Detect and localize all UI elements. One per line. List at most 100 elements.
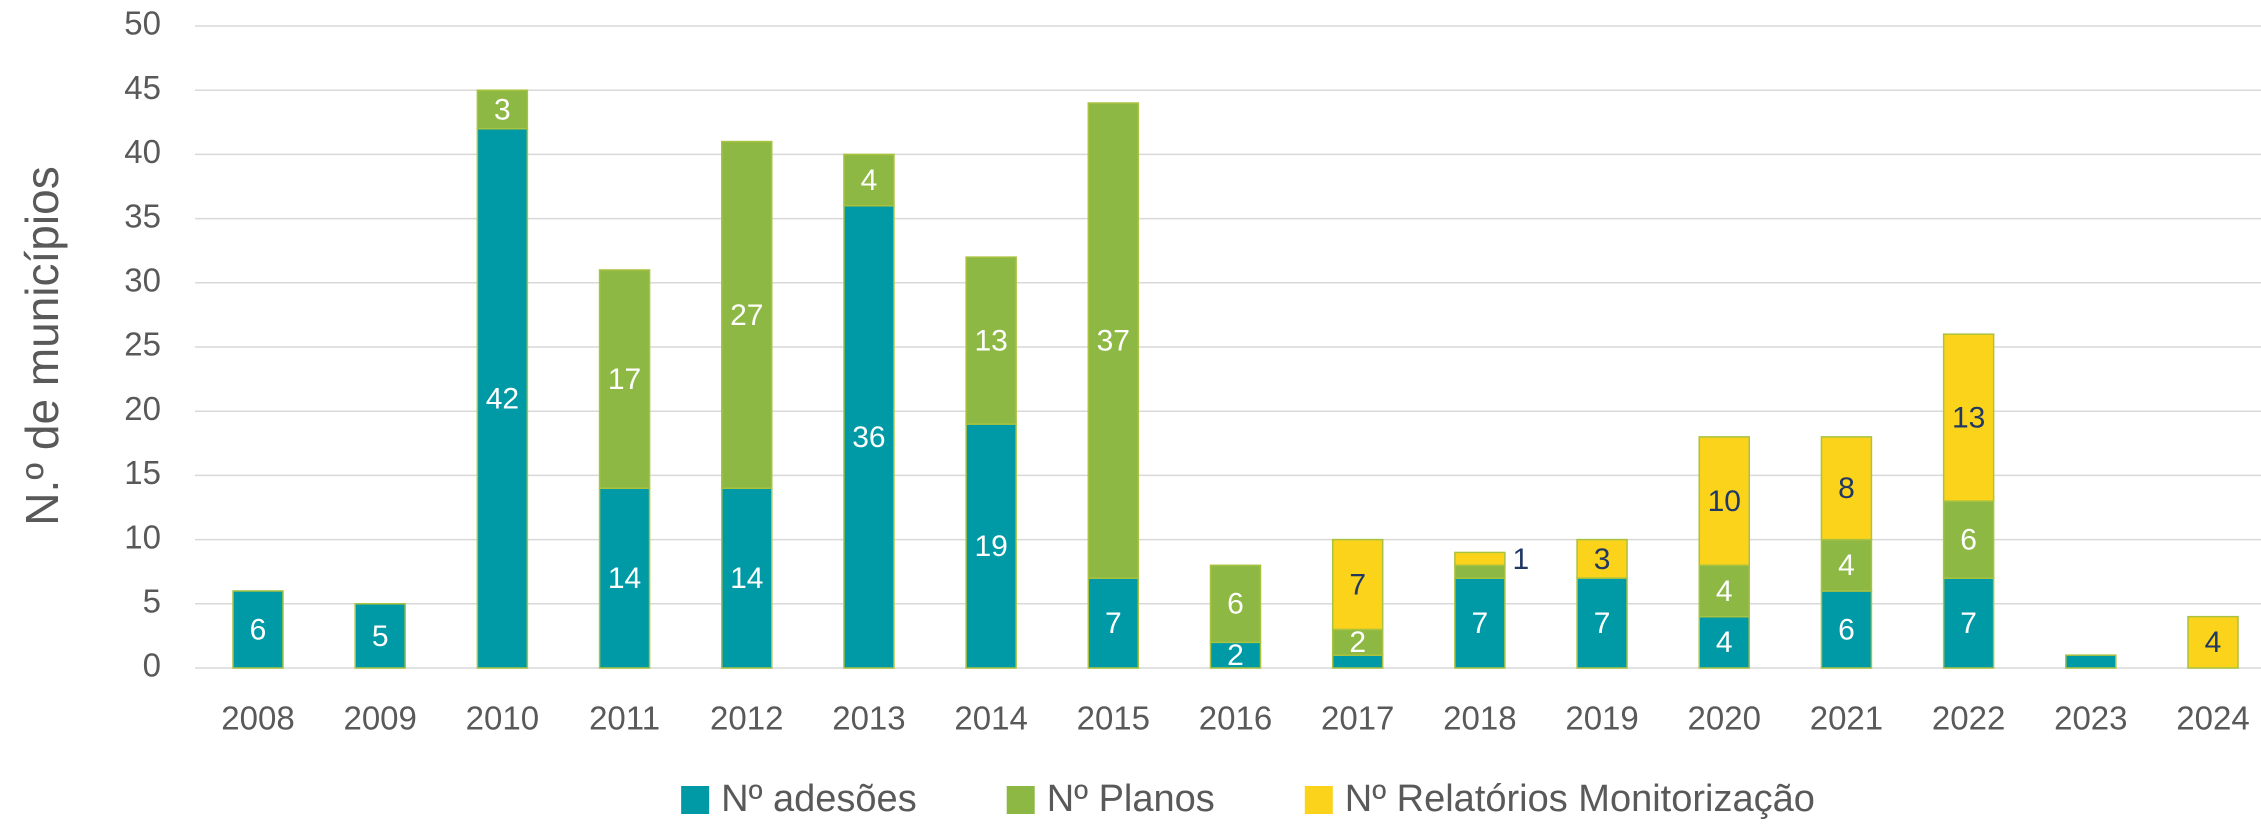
bar-segment: [965, 423, 1017, 669]
data-label: 2: [1227, 639, 1244, 672]
data-label: 4: [2205, 626, 2222, 659]
bar-segment: [965, 256, 1017, 425]
y-tick-label: 30: [124, 262, 161, 299]
y-tick-label: 35: [124, 197, 161, 234]
bar-segment: [1942, 500, 1995, 579]
bar-segment: [1209, 641, 1262, 669]
data-label: 42: [486, 382, 519, 415]
bar-segment: [721, 140, 773, 489]
y-tick-label: 5: [143, 583, 161, 620]
x-tick-label: 2022: [1932, 700, 2005, 737]
y-tick-label: 0: [143, 647, 161, 684]
data-label: 7: [1594, 607, 1611, 640]
data-label: 14: [608, 562, 641, 595]
data-label: 13: [1952, 402, 1985, 435]
bar-segment: [598, 269, 651, 489]
x-tick-label: 2017: [1321, 700, 1394, 737]
x-tick-label: 2023: [2054, 700, 2127, 737]
x-tick-label: 2018: [1443, 700, 1516, 737]
bar-segment: [843, 205, 895, 669]
y-axis-title: N.º de municípios: [16, 166, 68, 525]
x-tick-label: 2024: [2176, 700, 2249, 737]
data-label: 3: [494, 93, 511, 126]
legend-swatch: [1304, 786, 1333, 814]
data-label: 1: [1513, 543, 1530, 576]
bar-segment: [1820, 538, 1873, 592]
x-tick-label: 2012: [710, 700, 783, 737]
data-label: 10: [1708, 485, 1741, 518]
data-label: 7: [1960, 607, 1977, 640]
y-tick-label: 25: [124, 326, 161, 363]
x-tick-label: 2019: [1565, 700, 1638, 737]
x-tick-label: 2021: [1810, 700, 1883, 737]
bar-segment: [1576, 577, 1628, 669]
data-label: 6: [1960, 524, 1977, 557]
data-label: 37: [1097, 325, 1130, 358]
data-label: 2: [1349, 626, 1366, 659]
x-tick-label: 2011: [589, 700, 660, 737]
bar-segment: [1454, 551, 1506, 567]
bar-segment: [1820, 436, 1873, 541]
bar-segment: [1454, 564, 1506, 579]
data-label: 4: [1716, 626, 1733, 659]
bar-segment: [598, 487, 651, 669]
bar-segment: [1576, 538, 1628, 579]
data-label: 7: [1472, 607, 1489, 640]
x-tick-label: 2013: [832, 700, 905, 737]
data-label: 36: [852, 421, 885, 454]
data-label: 13: [974, 325, 1007, 358]
bar-segment: [476, 89, 529, 130]
legend-label: Nº Relatórios Monitorização: [1345, 778, 1815, 820]
data-label: 14: [730, 562, 763, 595]
bar-segment: [1942, 333, 1995, 502]
data-label: 6: [250, 613, 267, 646]
y-tick-label: 40: [124, 133, 161, 170]
data-label: 4: [861, 164, 878, 197]
bar-segment: [2187, 615, 2239, 669]
x-tick-label: 2008: [221, 700, 294, 737]
bar-segment: [1820, 590, 1873, 669]
legend-label: Nº Planos: [1047, 778, 1215, 820]
bar-segment: [1331, 628, 1384, 656]
data-label: 19: [974, 530, 1007, 563]
bar-segment: [476, 127, 529, 669]
y-tick-label: 50: [124, 5, 161, 42]
x-tick-label: 2016: [1199, 700, 1272, 737]
data-label: 7: [1349, 568, 1366, 601]
y-tick-label: 15: [124, 454, 161, 491]
bar-segment: [1209, 564, 1262, 644]
data-label: 3: [1594, 543, 1611, 576]
bar-segment: [1698, 436, 1750, 567]
bar-segment: [1087, 102, 1140, 579]
bar-segment: [1698, 564, 1750, 618]
data-label: 17: [608, 363, 641, 396]
bar-segment: [2065, 654, 2117, 669]
x-tick-label: 2009: [343, 700, 416, 737]
bar-segment: [232, 590, 284, 669]
data-label: 6: [1227, 588, 1244, 621]
data-label: 5: [372, 620, 389, 653]
data-label: 4: [1838, 549, 1855, 582]
data-label: 8: [1838, 472, 1855, 505]
data-label: 27: [730, 299, 763, 332]
y-tick-label: 20: [124, 390, 161, 427]
bar-segment: [1942, 577, 1995, 669]
legend-swatch: [1006, 786, 1035, 814]
x-tick-label: 2010: [466, 700, 539, 737]
y-tick-label: 10: [124, 518, 161, 555]
bar-segment: [843, 153, 895, 207]
legend-label: Nº adesões: [721, 778, 917, 820]
bar-segment: [1454, 577, 1506, 669]
legend-swatch: [681, 786, 710, 814]
x-tick-label: 2015: [1077, 700, 1150, 737]
data-label: 4: [1716, 575, 1733, 608]
y-tick-label: 45: [124, 69, 161, 106]
bar-segment: [1087, 577, 1140, 669]
bar-segment: [354, 603, 406, 669]
x-tick-label: 2014: [954, 700, 1027, 737]
data-label: 7: [1105, 607, 1122, 640]
data-label: 6: [1838, 613, 1855, 646]
x-tick-label: 2020: [1688, 700, 1761, 737]
bar-segment: [1331, 538, 1384, 631]
